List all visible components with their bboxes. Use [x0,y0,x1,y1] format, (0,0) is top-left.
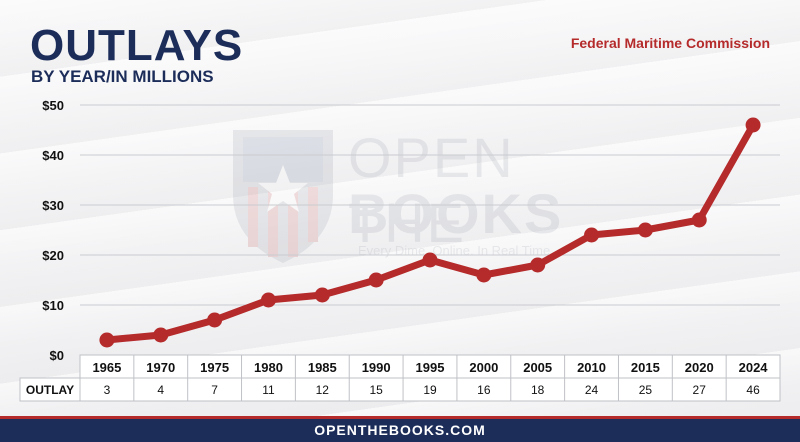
watermark-line2: BOOKS [348,182,564,245]
y-tick-label: $30 [42,198,64,213]
data-label: 15 [369,383,383,397]
data-label: 3 [104,383,111,397]
shield-logo-icon [233,130,333,263]
data-point [637,222,653,238]
y-tick-label: $10 [42,298,64,313]
data-label: 4 [157,383,164,397]
data-point [153,327,169,343]
y-tick-label: $20 [42,248,64,263]
x-tick-label: 2000 [469,360,498,375]
watermark: OPEN THE BOOKS Every Dime. Online. In Re… [228,125,588,270]
data-label: 24 [585,383,599,397]
data-label: 7 [211,383,218,397]
page-subtitle: BY YEAR/IN MILLIONS [31,67,214,86]
data-point [99,332,115,348]
data-point [691,212,707,228]
y-tick-label: $0 [50,348,64,363]
data-point [368,272,384,288]
data-point [530,257,546,273]
data-label: 27 [693,383,707,397]
agency-name: Federal Maritime Commission [570,35,770,51]
x-tick-label: 1965 [92,360,121,375]
data-label: 46 [746,383,760,397]
series-line [103,121,757,344]
x-tick-label: 1995 [416,360,445,375]
value-row [19,377,781,402]
data-point [476,267,492,283]
data-point [314,287,330,303]
row-label-outlay: OUTLAY [26,383,74,397]
x-tick-label: 1975 [200,360,229,375]
data-point [207,312,223,328]
data-point [422,252,438,268]
gridlines [80,104,780,356]
data-label: 12 [316,383,330,397]
x-tick-label: 1990 [362,360,391,375]
y-axis-ticks: $0 $10 $20 $30 $40 $50 [42,98,64,363]
y-tick-label: $40 [42,148,64,163]
x-tick-label: 2010 [577,360,606,375]
data-label: 25 [639,383,653,397]
footer-link[interactable]: OPENTHEBOOKS.COM [314,422,486,438]
data-point [584,227,600,243]
x-tick-label: 2020 [685,360,714,375]
data-label: 19 [423,383,437,397]
x-tick-label: 2015 [631,360,660,375]
data-label: 18 [531,383,545,397]
x-tick-label: 2005 [523,360,552,375]
data-label: 16 [477,383,491,397]
data-point [745,117,761,133]
data-point [260,292,276,308]
footer-bar: OPENTHEBOOKS.COM [0,416,800,442]
data-label: 11 [262,383,275,397]
series-layer [99,117,761,348]
x-tick-label: 1980 [254,360,283,375]
watermark-tagline: Every Dime. Online. In Real Time. [358,243,554,258]
watermark-line1: OPEN THE [348,126,515,254]
x-tick-label: 1985 [308,360,337,375]
x-tick-label: 2024 [739,360,769,375]
outlays-line-chart: $0 $10 $20 $30 $40 $50 OUTLAY 1965 3 1970 4 1975 7 1… [19,98,781,402]
data-table: OUTLAY 1965 3 1970 4 1975 7 1980 11 1985 12 1990 15 1… [19,354,781,402]
page-title: OUTLAYS [30,21,244,70]
y-tick-label: $50 [42,98,64,113]
x-tick-label: 1970 [146,360,175,375]
